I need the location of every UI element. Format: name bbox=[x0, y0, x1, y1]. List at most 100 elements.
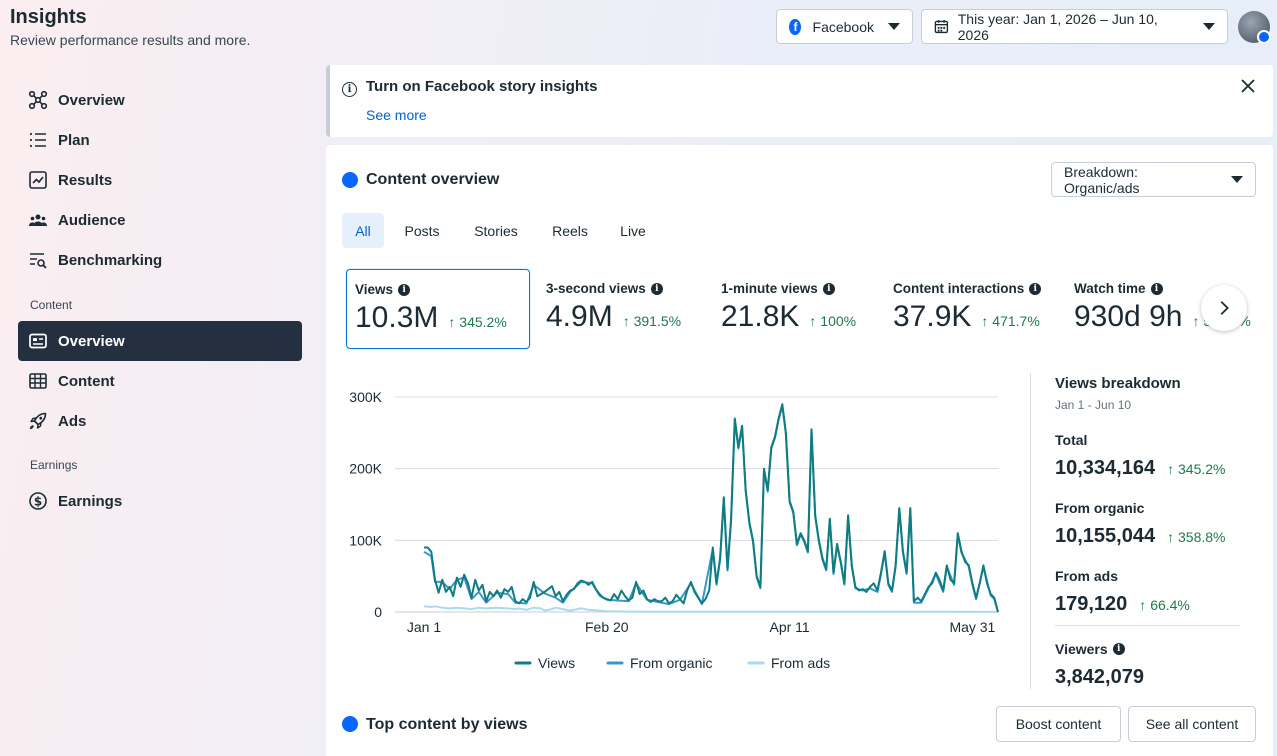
sidebar-item-label: Results bbox=[58, 171, 113, 189]
y-tick-label: 300K bbox=[349, 389, 382, 405]
total-delta: 345.2% bbox=[1167, 461, 1225, 477]
calendar-icon bbox=[934, 20, 949, 34]
content-overview-title: Content overview bbox=[366, 171, 500, 188]
info-icon[interactable]: i bbox=[822, 282, 835, 295]
metric-label: Views bbox=[355, 282, 394, 297]
table-icon bbox=[29, 373, 47, 389]
metric-content-interactions[interactable]: Content interactions i 37.9K 471.7% bbox=[885, 269, 1065, 349]
top-content-title: Top content by views bbox=[366, 716, 528, 733]
platform-selector-label: Facebook bbox=[812, 18, 874, 35]
metric-value: 37.9K bbox=[893, 300, 972, 333]
views-breakdown-title: Views breakdown bbox=[1055, 375, 1181, 392]
facebook-badge-icon bbox=[1257, 30, 1271, 44]
sidebar-item-label: Overview bbox=[58, 332, 125, 350]
metric-delta: 345.2% bbox=[448, 314, 506, 330]
sidebar-item-label: Benchmarking bbox=[58, 251, 163, 269]
breakdown-selector[interactable]: Breakdown: Organic/ads bbox=[1051, 162, 1256, 197]
y-tick-label: 0 bbox=[374, 604, 382, 620]
viewers-label-row: Viewers i bbox=[1055, 641, 1125, 657]
caret-down-icon bbox=[888, 23, 900, 30]
sidebar-item-content[interactable]: Content bbox=[18, 361, 302, 401]
chevron-right-icon bbox=[1220, 301, 1229, 315]
info-icon[interactable]: i bbox=[398, 283, 411, 296]
page-subtitle: Review performance results and more. bbox=[10, 32, 251, 48]
legend-label-organic: From organic bbox=[630, 655, 712, 671]
sidebar-item-results[interactable]: Results bbox=[18, 160, 302, 200]
series-line-organic bbox=[423, 404, 999, 613]
x-tick-label: May 31 bbox=[949, 619, 995, 635]
ads-label: From ads bbox=[1055, 568, 1119, 584]
tab-posts[interactable]: Posts bbox=[404, 222, 440, 239]
ads-value: 179,120 bbox=[1055, 593, 1128, 615]
x-tick-label: Feb 20 bbox=[585, 619, 629, 635]
total-value: 10,334,164 bbox=[1055, 457, 1156, 479]
viewers-value: 3,842,079 bbox=[1055, 666, 1144, 688]
see-all-content-button[interactable]: See all content bbox=[1128, 706, 1256, 742]
benchmark-icon bbox=[30, 253, 47, 269]
series-line-ads bbox=[423, 605, 999, 613]
date-range-label: This year: Jan 1, 2026 – Jun 10, 2026 bbox=[957, 10, 1158, 43]
divider bbox=[1055, 625, 1240, 626]
y-tick-label: 200K bbox=[349, 461, 382, 477]
sidebar-section-earnings: Earnings bbox=[30, 458, 78, 472]
trend-chart-icon bbox=[29, 171, 47, 189]
sidebar-item-plan[interactable]: Plan bbox=[18, 120, 302, 160]
metric-value: 930d 9h bbox=[1074, 300, 1183, 333]
sidebar-item-overview[interactable]: Overview bbox=[18, 80, 302, 120]
sidebar-item-audience[interactable]: Audience bbox=[18, 200, 302, 240]
info-icon[interactable]: i bbox=[1150, 282, 1163, 295]
facebook-icon: f bbox=[789, 18, 801, 35]
total-label: Total bbox=[1055, 432, 1088, 448]
metric-1-minute-views[interactable]: 1-minute views i 21.8K 100% bbox=[713, 269, 878, 349]
tab-reels[interactable]: Reels bbox=[552, 222, 588, 239]
metric-label: 1-minute views bbox=[721, 281, 818, 296]
sidebar-item-label: Overview bbox=[58, 91, 125, 109]
info-icon[interactable]: i bbox=[1029, 282, 1042, 295]
ads-value-row: 179,120 66.4% bbox=[1055, 593, 1190, 616]
sidebar-item-label: Plan bbox=[58, 131, 90, 149]
boost-content-button[interactable]: Boost content bbox=[996, 706, 1121, 742]
people-icon bbox=[29, 214, 47, 226]
tab-stories[interactable]: Stories bbox=[474, 222, 518, 239]
metric-3-second-views[interactable]: 3-second views i 4.9M 391.5% bbox=[538, 269, 706, 349]
tab-live[interactable]: Live bbox=[620, 222, 646, 239]
facebook-icon bbox=[342, 172, 358, 188]
x-tick-label: Jan 1 bbox=[407, 619, 441, 635]
sidebar-item-benchmarking[interactable]: Benchmarking bbox=[18, 240, 302, 280]
info-icon[interactable]: i bbox=[1112, 643, 1125, 655]
banner-title: Turn on Facebook story insights bbox=[366, 78, 598, 95]
sidebar-item-content-overview[interactable]: Overview bbox=[18, 321, 302, 361]
tab-all[interactable]: All bbox=[342, 213, 384, 248]
metric-value: 4.9M bbox=[546, 300, 613, 333]
caret-down-icon bbox=[1231, 176, 1243, 183]
see-more-link[interactable]: See more bbox=[366, 107, 427, 123]
metric-delta: 471.7% bbox=[981, 313, 1039, 329]
metric-value: 10.3M bbox=[355, 301, 439, 334]
metric-label: Watch time bbox=[1074, 281, 1146, 296]
organic-value: 10,155,044 bbox=[1055, 525, 1156, 547]
platform-selector[interactable]: f Facebook bbox=[776, 9, 913, 44]
metric-label: 3-second views bbox=[546, 281, 646, 296]
info-icon: i bbox=[342, 79, 357, 97]
network-icon bbox=[28, 90, 48, 110]
date-range-selector[interactable]: This year: Jan 1, 2026 – Jun 10, 2026 bbox=[921, 9, 1228, 44]
sidebar-item-label: Content bbox=[58, 372, 115, 390]
legend-label-views: Views bbox=[538, 655, 575, 671]
organic-value-row: 10,155,044 358.8% bbox=[1055, 525, 1225, 548]
sidebar-item-label: Ads bbox=[58, 412, 87, 430]
ads-delta: 66.4% bbox=[1139, 597, 1190, 613]
close-icon[interactable] bbox=[1238, 76, 1258, 96]
metric-label: Content interactions bbox=[893, 281, 1025, 296]
total-value-row: 10,334,164 345.2% bbox=[1055, 457, 1225, 480]
carousel-next-button[interactable] bbox=[1201, 285, 1247, 331]
card-icon bbox=[29, 333, 47, 349]
caret-down-icon bbox=[1203, 23, 1215, 30]
info-icon[interactable]: i bbox=[650, 282, 663, 295]
rocket-icon bbox=[29, 412, 47, 430]
page-title: Insights bbox=[10, 6, 87, 28]
sidebar-item-ads[interactable]: Ads bbox=[18, 401, 302, 441]
sidebar-item-earnings[interactable]: $ Earnings bbox=[18, 481, 302, 521]
metric-value: 21.8K bbox=[721, 300, 800, 333]
